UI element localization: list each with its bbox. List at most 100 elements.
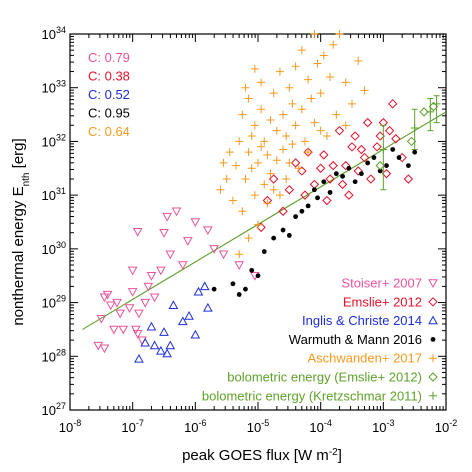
data-point: [165, 250, 176, 260]
x-tick-label: 10-8: [59, 418, 81, 435]
data-point: [134, 309, 144, 319]
data-point: [269, 89, 278, 98]
data-point: [346, 165, 352, 171]
data-point: [254, 158, 262, 167]
data-point: [261, 249, 267, 254]
data-point: [190, 329, 201, 339]
data-point: [322, 195, 332, 206]
data-point: [285, 158, 294, 167]
data-point: [127, 266, 138, 276]
error-bar: [380, 124, 387, 191]
data-point: [305, 203, 311, 209]
data-point: [222, 175, 231, 184]
y-tick-label: 1033: [42, 79, 66, 96]
data-point: [244, 148, 253, 157]
data-point: [162, 212, 172, 222]
data-point: [275, 67, 284, 76]
data-point: [284, 185, 295, 195]
data-point: [278, 206, 288, 216]
data-point: [156, 266, 166, 276]
data-point: [243, 286, 248, 292]
legend-marker: [429, 354, 437, 363]
data-point: [412, 149, 418, 155]
data-point: [341, 78, 350, 87]
data-point: [159, 229, 169, 238]
data-point: [291, 62, 300, 71]
data-point: [406, 163, 411, 169]
series-group: [134, 281, 213, 363]
data-point: [124, 304, 135, 313]
correlation-label: C: 0.52: [88, 87, 130, 102]
data-point: [234, 261, 245, 271]
data-point: [159, 327, 169, 336]
data-point: [279, 110, 288, 119]
legend-entry: bolometric energy (Emslie+ 2012): [227, 370, 422, 385]
data-point: [257, 142, 266, 151]
x-tick-label: 10-5: [247, 418, 269, 435]
data-point: [319, 150, 329, 160]
data-point: [271, 235, 277, 241]
data-point: [341, 121, 350, 130]
data-point: [291, 121, 300, 130]
data-point: [177, 316, 188, 326]
data-point: [316, 89, 325, 98]
data-point: [260, 137, 269, 146]
data-point: [165, 340, 176, 350]
data-point: [260, 180, 269, 189]
data-point: [350, 131, 360, 141]
data-point: [304, 148, 313, 157]
data-point: [352, 179, 358, 185]
data-point: [329, 40, 338, 49]
series-group: [256, 99, 414, 233]
data-point: [241, 83, 250, 92]
legend-entry: Warmuth & Mann 2016: [289, 332, 422, 347]
series-group: [211, 147, 418, 297]
data-point: [354, 56, 363, 65]
data-point: [410, 124, 419, 132]
data-point: [266, 169, 275, 178]
data-point: [286, 233, 292, 238]
data-point: [307, 94, 316, 103]
data-point: [266, 115, 275, 124]
data-point: [225, 148, 234, 157]
legend-marker: [428, 279, 438, 289]
data-point: [293, 214, 298, 220]
y-tick-label: 1028: [42, 347, 66, 364]
data-point: [328, 160, 338, 171]
data-point: [275, 191, 284, 200]
data-point: [112, 298, 122, 308]
data-point: [244, 94, 253, 103]
data-point: [403, 174, 414, 184]
data-point: [347, 142, 357, 152]
data-point: [209, 245, 219, 254]
correlation-label: C: 0.79: [88, 50, 130, 65]
data-point: [257, 105, 266, 114]
data-point: [219, 158, 228, 167]
x-tick-label: 10-4: [309, 418, 331, 435]
data-point: [297, 105, 306, 114]
data-point: [310, 30, 319, 38]
data-point: [344, 190, 354, 200]
data-point: [118, 325, 129, 335]
y-tick-label: 1031: [42, 186, 66, 203]
legend-marker: [430, 337, 436, 342]
data-point: [218, 250, 229, 260]
data-points: [93, 30, 441, 363]
data-point: [232, 161, 241, 170]
data-point: [238, 110, 247, 119]
data-point: [249, 267, 255, 273]
data-point: [379, 145, 388, 154]
data-point: [365, 160, 371, 166]
axis-ticks: [69, 33, 447, 411]
data-point: [282, 175, 291, 184]
data-point: [203, 302, 213, 312]
data-point: [310, 118, 319, 127]
data-point: [93, 341, 104, 351]
legend-entry: Inglis & Christe 2014: [302, 313, 422, 328]
data-point: [241, 175, 250, 184]
data-point: [211, 286, 217, 292]
y-tick-label: 1032: [42, 132, 66, 149]
data-point: [300, 190, 310, 200]
data-point: [315, 195, 320, 201]
